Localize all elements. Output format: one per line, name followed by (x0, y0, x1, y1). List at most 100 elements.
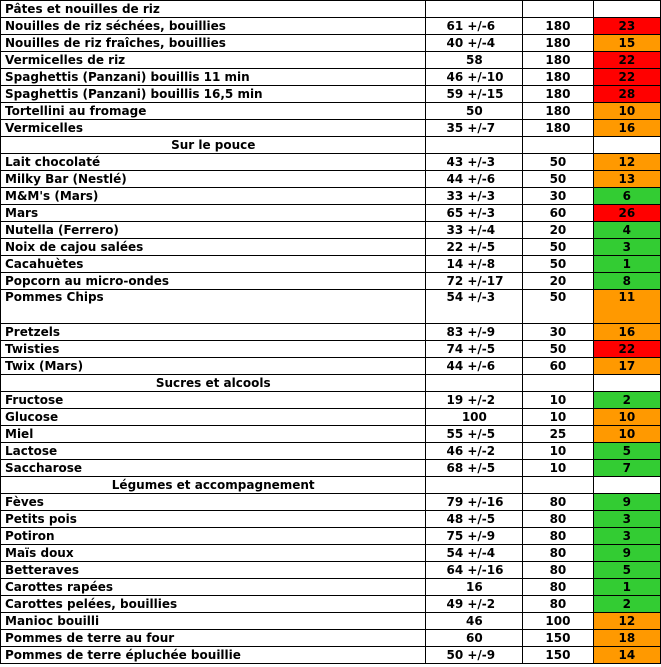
table-row: Mars 65 +/-3 60 26 (0, 204, 661, 222)
section-header-row: Pâtes et nouilles de riz (0, 0, 661, 18)
glycemic-load-cell: 12 (592, 612, 661, 630)
glycemic-load-cell: 11 (592, 289, 661, 324)
food-name-cell: Betteraves (0, 561, 427, 579)
table-row: Nouilles de riz fraîches, bouillies 40 +/… (0, 34, 661, 52)
section-title: Pâtes et nouilles de riz (0, 0, 427, 18)
glycemic-index-cell: 54 +/-3 (425, 289, 524, 324)
glycemic-load-cell: 10 (592, 408, 661, 426)
table-row: Spaghettis (Panzani) bouillis 16,5 min 59… (0, 85, 661, 103)
glycemic-load-cell: 22 (592, 51, 661, 69)
table-row: Fructose 19 +/-2 10 2 (0, 391, 661, 409)
portion-cell: 10 (522, 442, 594, 460)
glycemic-load-cell: 22 (592, 68, 661, 86)
glycemic-load-cell: 10 (592, 102, 661, 120)
glycemic-index-cell: 65 +/-3 (425, 204, 524, 222)
glycemic-load-cell: 22 (592, 340, 661, 358)
section-header-row: Légumes et accompagnement (0, 476, 661, 494)
food-name-cell: Mars (0, 204, 427, 222)
glycemic-load-cell: 16 (592, 323, 661, 341)
portion-cell: 25 (522, 425, 594, 443)
portion-cell: 20 (522, 221, 594, 239)
table-row: Miel 55 +/-5 25 10 (0, 425, 661, 443)
glycemic-load-cell: 10 (592, 425, 661, 443)
glycemic-load-cell: 8 (592, 272, 661, 290)
glycemic-load-cell: 28 (592, 85, 661, 103)
food-name-cell: Pommes Chips (0, 289, 427, 324)
portion-cell: 50 (522, 153, 594, 171)
portion-cell: 30 (522, 187, 594, 205)
glycemic-load-cell: 17 (592, 357, 661, 375)
section-empty-cell (592, 0, 661, 18)
table-row: Pretzels 83 +/-9 30 16 (0, 323, 661, 341)
food-name-cell: Petits pois (0, 510, 427, 528)
portion-cell: 80 (522, 595, 594, 613)
glycemic-load-cell: 16 (592, 119, 661, 137)
glycemic-index-cell: 100 (425, 408, 524, 426)
food-name-cell: Twix (Mars) (0, 357, 427, 375)
table-row: Lactose 46 +/-2 10 5 (0, 442, 661, 460)
glycemic-load-cell: 6 (592, 187, 661, 205)
portion-cell: 180 (522, 102, 594, 120)
glycemic-load-cell: 15 (592, 34, 661, 52)
glycemic-index-cell: 59 +/-15 (425, 85, 524, 103)
portion-cell: 80 (522, 578, 594, 596)
glycemic-index-cell: 16 (425, 578, 524, 596)
glycemic-load-cell: 7 (592, 459, 661, 477)
glycemic-index-cell: 49 +/-2 (425, 595, 524, 613)
glycemic-index-cell: 64 +/-16 (425, 561, 524, 579)
table-row: Saccharose 68 +/-5 10 7 (0, 459, 661, 477)
portion-cell: 80 (522, 527, 594, 545)
portion-cell: 10 (522, 391, 594, 409)
table-row: Potiron 75 +/-9 80 3 (0, 527, 661, 545)
glycemic-load-cell: 2 (592, 391, 661, 409)
table-row: Carottes pelées, bouillies 49 +/-2 80 2 (0, 595, 661, 613)
food-name-cell: Pommes de terre au four (0, 629, 427, 647)
food-name-cell: Pretzels (0, 323, 427, 341)
portion-cell: 180 (522, 85, 594, 103)
portion-cell: 50 (522, 170, 594, 188)
portion-cell: 60 (522, 357, 594, 375)
table-row: Tortellini au fromage 50 180 10 (0, 102, 661, 120)
food-name-cell: Milky Bar (Nestlé) (0, 170, 427, 188)
section-empty-cell (425, 374, 524, 392)
food-name-cell: Noix de cajou salées (0, 238, 427, 256)
food-name-cell: Twisties (0, 340, 427, 358)
table-row: Twix (Mars) 44 +/-6 60 17 (0, 357, 661, 375)
portion-cell: 180 (522, 34, 594, 52)
food-name-cell: Vermicelles (0, 119, 427, 137)
glycemic-load-cell: 4 (592, 221, 661, 239)
table-row: Glucose 100 10 10 (0, 408, 661, 426)
glycemic-index-cell: 44 +/-6 (425, 170, 524, 188)
food-name-cell: Potiron (0, 527, 427, 545)
table-row: Petits pois 48 +/-5 80 3 (0, 510, 661, 528)
glycemic-index-cell: 83 +/-9 (425, 323, 524, 341)
food-name-cell: Carottes pelées, bouillies (0, 595, 427, 613)
section-empty-cell (522, 476, 594, 494)
portion-cell: 180 (522, 119, 594, 137)
table-row: Betteraves 64 +/-16 80 5 (0, 561, 661, 579)
glycemic-index-cell: 79 +/-16 (425, 493, 524, 511)
food-name-cell: Spaghettis (Panzani) bouillis 11 min (0, 68, 427, 86)
food-name-cell: Pommes de terre épluchée bouillie (0, 646, 427, 664)
glycemic-index-cell: 50 +/-9 (425, 646, 524, 664)
table-row: Maïs doux 54 +/-4 80 9 (0, 544, 661, 562)
section-header-row: Sur le pouce (0, 136, 661, 154)
section-empty-cell (425, 0, 524, 18)
glycemic-index-cell: 54 +/-4 (425, 544, 524, 562)
section-empty-cell (592, 136, 661, 154)
glycemic-load-cell: 3 (592, 510, 661, 528)
section-empty-cell (522, 0, 594, 18)
glycemic-index-cell: 46 +/-2 (425, 442, 524, 460)
food-name-cell: Lait chocolaté (0, 153, 427, 171)
table-row: Twisties 74 +/-5 50 22 (0, 340, 661, 358)
glycemic-index-cell: 50 (425, 102, 524, 120)
glycemic-index-cell: 61 +/-6 (425, 17, 524, 35)
table-row: Noix de cajou salées 22 +/-5 50 3 (0, 238, 661, 256)
glycemic-index-cell: 55 +/-5 (425, 425, 524, 443)
section-empty-cell (425, 136, 524, 154)
table-row: Pommes de terre au four 60 150 18 (0, 629, 661, 647)
section-empty-cell (425, 476, 524, 494)
portion-cell: 180 (522, 17, 594, 35)
table-row: Popcorn au micro-ondes 72 +/-17 20 8 (0, 272, 661, 290)
